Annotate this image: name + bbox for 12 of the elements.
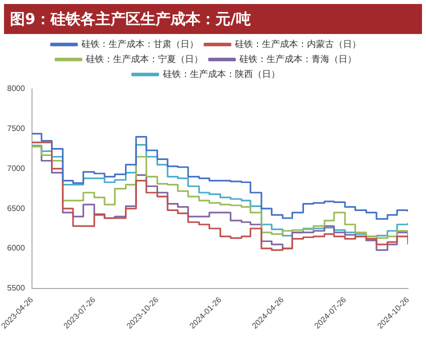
y-tick-label: 8000 <box>7 84 26 94</box>
y-tick-label: 5500 <box>7 283 26 292</box>
legend-label: 硅铁：生产成本：陕西（日） <box>162 68 280 79</box>
y-tick-label: 6500 <box>7 204 26 213</box>
legend-label: 硅铁：生产成本：内蒙古（日） <box>234 38 361 49</box>
y-tick-label: 7000 <box>7 164 26 173</box>
y-tick-label: 6000 <box>7 244 26 253</box>
chart-title: 图9：硅铁各主产区生产成本：元/吨 <box>4 4 422 34</box>
y-tick-label: 7500 <box>7 124 26 134</box>
legend-label: 硅铁：生产成本：甘肃（日） <box>80 38 198 49</box>
legend-label: 硅铁：生产成本：宁夏（日） <box>85 54 203 64</box>
legend-label: 硅铁：生产成本：青海（日） <box>238 54 356 64</box>
